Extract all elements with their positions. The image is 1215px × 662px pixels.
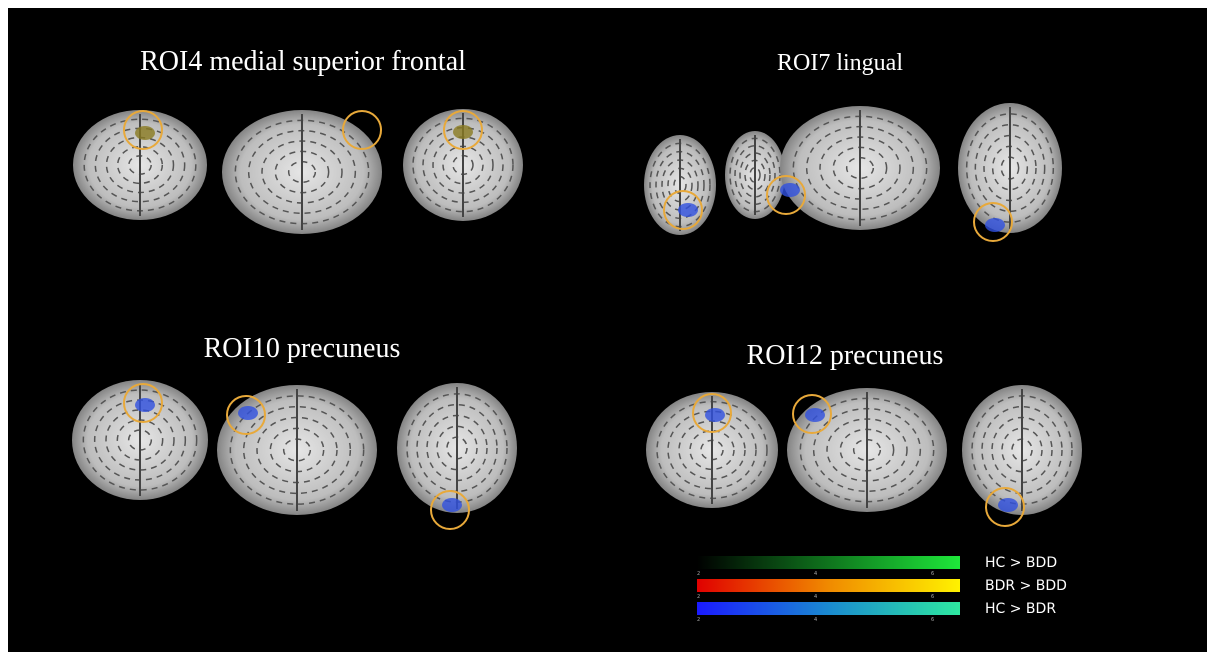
panel-title: ROI12 precuneus xyxy=(747,340,944,371)
activation xyxy=(453,125,473,139)
panel-title: ROI4 medial superior frontal xyxy=(140,46,466,77)
colorbar-tick: 2 xyxy=(697,594,700,600)
colorbar-tick: 4 xyxy=(814,594,817,600)
colorbar-tick: 6 xyxy=(931,594,934,600)
legend-label: HC > BDD xyxy=(985,555,1057,571)
activation xyxy=(805,408,825,422)
legend-label: HC > BDR xyxy=(985,601,1056,617)
activation xyxy=(442,498,462,512)
activation xyxy=(678,203,698,217)
panel-title: ROI10 precuneus xyxy=(204,333,401,364)
colorbar-tick: 2 xyxy=(697,617,700,623)
activation xyxy=(780,183,800,197)
figure: ROI4 medial superior frontal ROI7 lingua… xyxy=(0,0,1215,662)
activation xyxy=(705,408,725,422)
legend-label: BDR > BDD xyxy=(985,578,1067,594)
colorbar-tick: 4 xyxy=(814,617,817,623)
activation xyxy=(985,218,1005,232)
activation xyxy=(135,126,155,140)
colorbar-tick: 2 xyxy=(697,571,700,577)
colorbar-tick: 6 xyxy=(931,571,934,577)
activation xyxy=(135,398,155,412)
colorbar xyxy=(697,556,960,569)
colorbar-tick: 6 xyxy=(931,617,934,623)
colorbar xyxy=(697,579,960,592)
colorbar xyxy=(697,602,960,615)
panel-title: ROI7 lingual xyxy=(777,50,903,76)
activation xyxy=(998,498,1018,512)
activation xyxy=(238,406,258,420)
colorbar-tick: 4 xyxy=(814,571,817,577)
